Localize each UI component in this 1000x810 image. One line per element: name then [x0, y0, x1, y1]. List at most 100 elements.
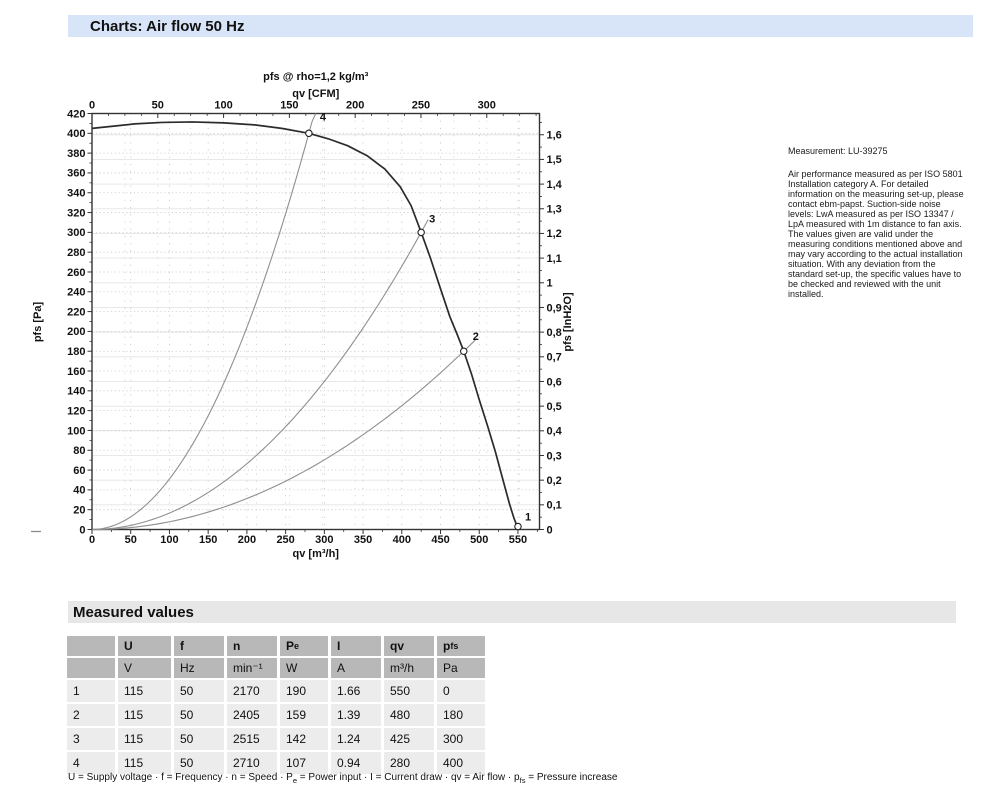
system-curve-2 [91, 337, 478, 531]
operating-point-label-1: 1 [525, 512, 531, 524]
unit-cell: V [118, 658, 171, 678]
value-cell: 425 [384, 728, 434, 750]
column-header-qv: qv [384, 636, 434, 656]
operating-point-label-4: 4 [320, 111, 327, 123]
cfm-tick-label: 150 [280, 100, 298, 112]
unit-cell: m³/h [384, 658, 434, 678]
measurement-note: Measurement: LU-39275 Air performance me… [788, 146, 998, 299]
inh2o-tick-label: 0,7 [547, 352, 562, 364]
left-axis-title: pfs [Pa] [32, 301, 44, 342]
value-cell: 280 [384, 752, 434, 774]
operating-point-3 [417, 228, 425, 237]
inh2o-tick-label: 0,1 [547, 500, 562, 512]
unit-cell: Hz [174, 658, 224, 678]
value-cell: 159 [280, 704, 328, 726]
pa-tick-label: 140 [67, 386, 85, 398]
value-cell: 115 [118, 728, 171, 750]
pa-tick-label: 260 [67, 267, 85, 279]
value-cell: 0 [437, 680, 485, 702]
x-tick-label: 100 [160, 534, 178, 546]
cfm-tick-label: 50 [152, 100, 164, 112]
row-number: 1 [67, 680, 115, 702]
value-cell: 300 [437, 728, 485, 750]
operating-point-2 [460, 347, 468, 355]
operating-point-1 [514, 522, 522, 531]
inh2o-tick-label: 0,6 [547, 376, 562, 388]
note-line: LpA measured with 1m distance to fan axi… [788, 219, 962, 229]
pa-tick-label: 60 [73, 465, 85, 477]
value-cell: 180 [437, 704, 485, 726]
system-curve-4 [91, 113, 317, 531]
pa-tick-label: 160 [67, 366, 85, 378]
inh2o-tick-label: 0 [547, 524, 553, 536]
top-axis-title: qv [CFM] [292, 88, 339, 100]
column-header-f: f [174, 636, 224, 656]
x-tick-label: 150 [199, 534, 217, 546]
unit-cell: min⁻¹ [227, 658, 277, 678]
cfm-tick-label: 200 [346, 100, 364, 112]
unit-cell: Pa [437, 658, 485, 678]
unit-cell: W [280, 658, 328, 678]
x-tick-label: 50 [125, 534, 137, 546]
pa-tick-label: 120 [67, 405, 85, 417]
measurement-note-text: Air performance measured as per ISO 5801… [788, 169, 998, 299]
x-tick-label: 400 [393, 534, 411, 546]
value-cell: 142 [280, 728, 328, 750]
note-line: installed. [788, 289, 824, 299]
cfm-tick-label: 0 [89, 100, 95, 112]
pa-tick-label: 40 [73, 485, 85, 497]
x-tick-label: 250 [276, 534, 294, 546]
value-cell: 0.94 [331, 752, 381, 774]
inh2o-tick-label: 1,2 [547, 228, 562, 240]
inh2o-tick-label: 0,2 [547, 475, 562, 487]
measurement-id: Measurement: LU-39275 [788, 146, 888, 156]
page-title-band: Charts: Air flow 50 Hz [68, 15, 973, 37]
inh2o-tick-label: 1,3 [547, 204, 562, 216]
pa-tick-label: 240 [67, 287, 85, 299]
x-tick-label: 350 [354, 534, 372, 546]
note-line: situation. With any deviation from the [788, 259, 936, 269]
inh2o-tick-label: 1,4 [547, 179, 563, 191]
inh2o-tick-label: 0,5 [547, 401, 562, 413]
value-cell: 1.66 [331, 680, 381, 702]
inh2o-tick-label: 1,1 [547, 253, 562, 265]
row-number: 3 [67, 728, 115, 750]
inh2o-tick-label: 1 [547, 278, 553, 290]
value-cell: 50 [174, 728, 224, 750]
pa-tick-label: 320 [67, 207, 85, 219]
x-tick-label: 300 [315, 534, 333, 546]
operating-point-label-2: 2 [473, 331, 479, 343]
note-line: measuring conditions mentioned above and [788, 239, 963, 249]
value-cell: 1.24 [331, 728, 381, 750]
cfm-tick-label: 300 [478, 100, 496, 112]
inh2o-tick-label: 0,3 [547, 450, 562, 462]
value-cell: 190 [280, 680, 328, 702]
inh2o-tick-label: 0,4 [547, 426, 563, 438]
unit-cell: A [331, 658, 381, 678]
pa-tick-label: 420 [67, 108, 85, 120]
operating-point-4 [305, 129, 313, 138]
value-cell: 115 [118, 680, 171, 702]
note-line: standard set-up, the specific values hav… [788, 269, 962, 279]
cfm-tick-label: 100 [214, 100, 232, 112]
fan-curve [91, 121, 520, 530]
pa-tick-label: 100 [67, 425, 85, 437]
chart-subtitle: pfs @ rho=1,2 kg/m³ [263, 71, 369, 83]
value-cell: 550 [384, 680, 434, 702]
note-line: contact ebm-papst. Suction-side noise [788, 199, 941, 209]
note-line: The values given are valid under the [788, 229, 934, 239]
plot-border [91, 112, 541, 531]
pa-tick-label: 380 [67, 148, 85, 160]
pa-tick-label: 400 [67, 128, 85, 140]
pa-tick-label: 360 [67, 168, 85, 180]
pa-tick-label: 20 [73, 504, 85, 516]
value-cell: 1.39 [331, 704, 381, 726]
pa-tick-label: 80 [73, 445, 85, 457]
note-line: be checked and reviewed with the unit [788, 279, 941, 289]
corner-cell [67, 658, 115, 678]
page-title: Charts: Air flow 50 Hz [90, 17, 245, 35]
value-cell: 2170 [227, 680, 277, 702]
pa-tick-label: 220 [67, 306, 85, 318]
note-line: levels: LwA measured as per ISO 13347 / [788, 209, 954, 219]
